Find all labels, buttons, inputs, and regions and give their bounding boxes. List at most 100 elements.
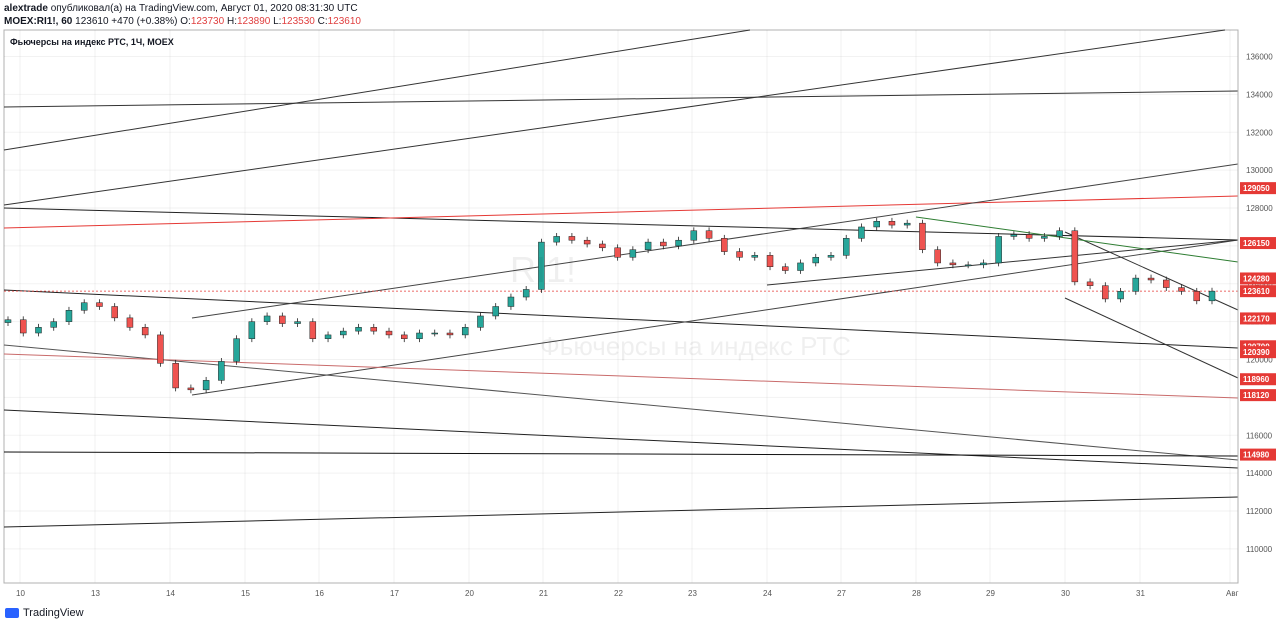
candle xyxy=(355,323,362,335)
candle-body xyxy=(218,361,225,381)
candle-body xyxy=(446,332,454,336)
candle-body xyxy=(4,319,12,323)
trend-line xyxy=(1064,297,1239,379)
candle-body xyxy=(1163,279,1170,288)
price-tag-label: 123610 xyxy=(1243,287,1270,296)
candle-body xyxy=(1025,234,1033,239)
candle xyxy=(1208,287,1216,305)
y-tick-label: 112000 xyxy=(1246,507,1273,516)
candle xyxy=(233,335,240,365)
price-tag: 120390 xyxy=(1240,346,1276,359)
candle xyxy=(553,233,560,246)
candle-body xyxy=(1041,236,1048,239)
candle-body xyxy=(980,262,987,266)
author-name[interactable]: alextrade xyxy=(4,3,48,14)
candle xyxy=(705,227,713,242)
candle xyxy=(309,318,317,343)
candle xyxy=(477,312,484,331)
trend-line xyxy=(766,239,1239,286)
candle-body xyxy=(492,306,499,317)
candle-body xyxy=(888,221,896,226)
candle-body xyxy=(842,238,850,256)
candle-body xyxy=(553,236,560,243)
candle xyxy=(507,293,515,310)
candle xyxy=(279,312,286,327)
candle-body xyxy=(660,241,667,247)
candle-body xyxy=(96,302,103,307)
candle-body xyxy=(126,317,134,328)
candle xyxy=(340,327,347,339)
candle xyxy=(416,329,423,343)
candle-body xyxy=(416,332,423,339)
candle-body xyxy=(903,222,911,226)
candle xyxy=(1056,227,1063,240)
price-tag: 124280 xyxy=(1240,272,1276,285)
price-tag-label: 129050 xyxy=(1243,184,1270,193)
candle-body xyxy=(599,243,606,249)
tradingview-logo[interactable]: TradingView xyxy=(5,607,84,619)
candle xyxy=(50,318,57,331)
trend-line xyxy=(3,451,1239,457)
candle-body xyxy=(1056,230,1063,237)
price-tag-layer: 1290501261501242801236101221701207001203… xyxy=(1240,182,1276,461)
x-tick-label: 22 xyxy=(614,589,623,598)
watermark-name: Фьючерсы на индекс РТС xyxy=(540,331,851,361)
candle xyxy=(1086,278,1094,290)
price-tag-bg xyxy=(1240,285,1276,298)
candle-body xyxy=(1132,277,1140,292)
price-tag: 118120 xyxy=(1240,389,1276,402)
candle xyxy=(934,246,941,267)
candle xyxy=(431,329,438,337)
symbol-label: MOEX:RI1!, 60 xyxy=(4,16,73,27)
trend-line xyxy=(3,353,1239,399)
chart-title: Фьючерсы на индекс РТС, 1Ч, MOEX xyxy=(10,37,174,47)
candle-body xyxy=(19,319,27,334)
candle xyxy=(842,234,850,259)
price-tag: 126150 xyxy=(1240,237,1276,250)
candle-body xyxy=(80,302,88,311)
candle xyxy=(766,251,774,271)
price-tag-bg xyxy=(1240,389,1276,402)
y-tick-label: 130000 xyxy=(1246,166,1273,175)
candle-body xyxy=(1193,291,1201,302)
open-value: 123730 xyxy=(190,16,225,27)
candle xyxy=(1071,227,1079,286)
candle xyxy=(141,323,149,339)
candle xyxy=(827,251,835,261)
candle-body xyxy=(141,327,149,336)
candle xyxy=(980,259,987,269)
trend-line xyxy=(3,344,1239,461)
candle-body xyxy=(65,310,73,322)
candle-body xyxy=(964,264,972,267)
candle-body xyxy=(1208,290,1216,302)
candle-body xyxy=(1147,277,1155,281)
price-tag-label: 122170 xyxy=(1243,314,1270,323)
candle-body xyxy=(507,296,515,307)
candle-body xyxy=(812,257,819,264)
trend-line xyxy=(3,409,1239,469)
price-tag: 129050 xyxy=(1240,182,1276,195)
candle-body xyxy=(324,334,332,339)
price-tag-bg xyxy=(1240,373,1276,386)
candle xyxy=(1147,274,1155,284)
candle xyxy=(111,303,118,322)
candle xyxy=(172,359,179,392)
candle xyxy=(248,318,256,343)
y-tick-label: 110000 xyxy=(1246,545,1273,554)
candle xyxy=(614,244,621,261)
candle xyxy=(96,299,103,310)
candle xyxy=(4,316,12,327)
trend-line xyxy=(191,239,1239,396)
price-tag-label: 118120 xyxy=(1243,391,1270,400)
candle-body xyxy=(1117,291,1124,300)
trend-line xyxy=(3,29,751,151)
candle-body xyxy=(797,262,804,271)
candle xyxy=(1010,231,1018,240)
x-tick-label: 28 xyxy=(912,589,921,598)
candle xyxy=(522,286,530,301)
price-tag-bg xyxy=(1240,272,1276,285)
candle xyxy=(599,240,606,252)
candle-body xyxy=(202,380,210,391)
candle-body xyxy=(629,249,637,258)
